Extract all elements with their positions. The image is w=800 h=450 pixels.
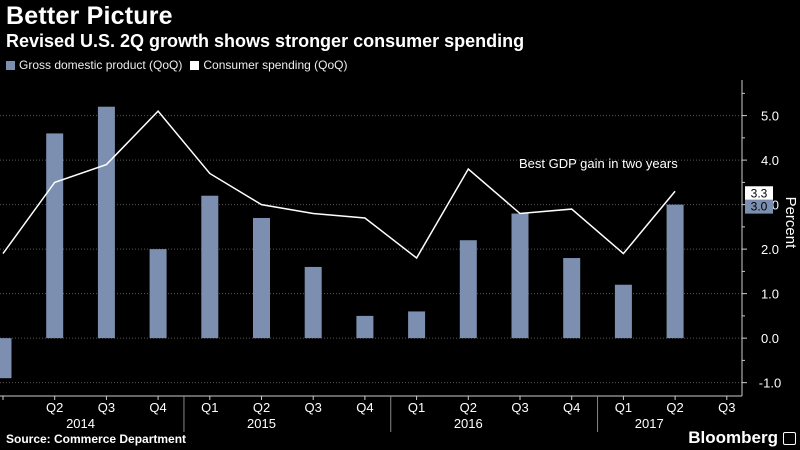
- legend-label-gdp: Gross domestic product (QoQ): [19, 58, 183, 72]
- gdp-bar: [201, 195, 219, 339]
- year-label: 2015: [247, 416, 276, 431]
- x-tick-label: Q4: [356, 400, 373, 415]
- chart-subtitle: Revised U.S. 2Q growth shows stronger co…: [6, 31, 525, 51]
- legend-swatch-gdp: [6, 60, 15, 70]
- gdp-bar: [304, 266, 322, 339]
- gdp-bar: [253, 217, 270, 339]
- x-tick-label: Q3: [305, 400, 322, 415]
- source-note: Source: Commerce Department: [6, 432, 187, 446]
- gdp-bar: [614, 284, 632, 339]
- x-tick-label: Q2: [253, 400, 270, 415]
- gdp-bar: [408, 311, 426, 339]
- y-axis-title: Percent: [782, 197, 799, 250]
- y-tick-label: 1.0: [761, 287, 779, 302]
- legend-label-consumer: Consumer spending (QoQ): [203, 58, 348, 72]
- x-tick-label: Q4: [563, 400, 580, 415]
- year-label: 2014: [66, 416, 95, 431]
- brand-mark-icon: [783, 432, 796, 445]
- year-label: 2017: [635, 416, 664, 431]
- x-tick-label: Q1: [201, 400, 218, 415]
- consumer-spending-line: [2, 110, 676, 260]
- gdp-bar: [46, 133, 64, 339]
- legend-swatch-consumer: [190, 60, 200, 70]
- gdp-bar: [511, 213, 529, 339]
- brand-logo: Bloomberg: [688, 428, 778, 447]
- y-tick-label: 5.0: [761, 109, 779, 124]
- x-tick-label: Q2: [46, 400, 63, 415]
- end-label-consumer: 3.3: [751, 186, 768, 200]
- y-tick-label: 4.0: [761, 153, 779, 168]
- x-tick-label: Q3: [511, 400, 528, 415]
- annotation-best-gdp: Best GDP gain in two years: [519, 156, 678, 171]
- end-label-gdp: 3.0: [751, 200, 768, 214]
- gdp-bar: [356, 315, 374, 339]
- chart-title: Better Picture: [6, 2, 173, 30]
- gdp-bar: [97, 106, 115, 339]
- x-tick-label: Q1: [615, 400, 632, 415]
- x-tick-label: Q4: [149, 400, 166, 415]
- end-label-box-consumer: [745, 186, 773, 201]
- y-tick-label: -1.0: [759, 376, 781, 391]
- y-tick-label: 2.0: [761, 242, 779, 257]
- x-tick-label: Q2: [666, 400, 683, 415]
- x-tick-label: Q2: [460, 400, 477, 415]
- y-tick-label: 0.0: [761, 331, 779, 346]
- x-tick-label: Q3: [98, 400, 115, 415]
- gdp-bar: [0, 338, 12, 379]
- year-label: 2016: [454, 416, 483, 431]
- gdp-bar: [149, 249, 167, 339]
- gdp-bar: [459, 240, 477, 339]
- gdp-bar: [666, 204, 684, 339]
- x-tick-label: Q1: [408, 400, 425, 415]
- legend-item-consumer: Consumer spending (QoQ): [190, 58, 347, 72]
- x-tick-label: Q3: [718, 400, 735, 415]
- gdp-bar: [563, 258, 581, 339]
- legend-item-gdp: Gross domestic product (QoQ): [6, 58, 182, 72]
- end-label-box-gdp: [745, 199, 773, 214]
- legend: Gross domestic product (QoQ) Consumer sp…: [6, 58, 347, 72]
